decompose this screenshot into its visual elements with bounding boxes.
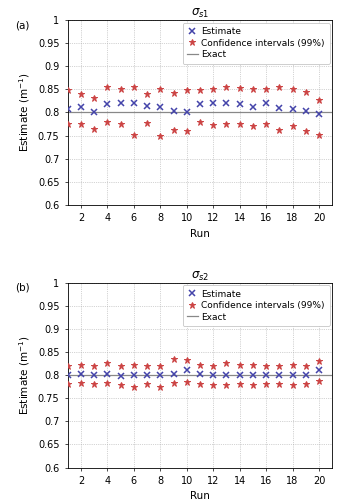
Estimate [158,104,162,110]
Confidence intervals (99%) [185,88,189,94]
Estimate [251,104,255,110]
Estimate [304,372,308,378]
Confidence intervals (99%) [105,360,109,366]
Confidence intervals (99%) [251,86,255,92]
Title: $\sigma_{s2}$: $\sigma_{s2}$ [191,270,209,282]
Confidence intervals (99%) [145,363,149,369]
Estimate [132,372,136,378]
Estimate [105,101,109,107]
Confidence intervals (99%) [224,360,228,366]
Text: (a): (a) [15,20,29,30]
Legend: Estimate, Confidence intervals (99%), Exact: Estimate, Confidence intervals (99%), Ex… [182,286,330,326]
Confidence intervals (99%) [291,86,295,92]
Confidence intervals (99%) [158,363,162,369]
Confidence intervals (99%) [158,86,162,92]
Confidence intervals (99%) [264,363,268,369]
Estimate [238,372,242,378]
X-axis label: Run: Run [190,229,210,239]
Estimate [304,108,308,114]
X-axis label: Run: Run [190,492,210,500]
Confidence intervals (99%) [172,356,176,362]
Estimate [264,372,268,378]
Confidence intervals (99%) [119,363,123,369]
Confidence intervals (99%) [277,84,281,90]
Confidence intervals (99%) [132,84,136,90]
Confidence intervals (99%) [92,363,96,369]
Estimate [66,106,70,112]
Estimate [277,105,281,111]
Estimate [211,100,215,106]
Estimate [198,101,202,107]
Estimate [198,370,202,376]
Confidence intervals (99%) [291,362,295,368]
Confidence intervals (99%) [224,84,228,90]
Estimate [251,372,255,378]
Legend: Estimate, Confidence intervals (99%), Exact: Estimate, Confidence intervals (99%), Ex… [182,22,330,64]
Confidence intervals (99%) [66,88,70,94]
Estimate [119,373,123,379]
Line: Confidence intervals (99%): Confidence intervals (99%) [65,356,322,369]
Line: Estimate: Estimate [65,368,322,379]
Line: Estimate: Estimate [65,100,322,117]
Confidence intervals (99%) [211,363,215,369]
Estimate [185,368,189,374]
Confidence intervals (99%) [105,84,109,90]
Line: Confidence intervals (99%): Confidence intervals (99%) [65,84,322,102]
Estimate [79,104,83,110]
Confidence intervals (99%) [304,88,308,94]
Estimate [211,372,215,378]
Estimate [291,372,295,378]
Estimate [66,372,70,378]
Confidence intervals (99%) [145,91,149,97]
Confidence intervals (99%) [198,88,202,94]
Estimate [238,101,242,107]
Confidence intervals (99%) [119,86,123,92]
Confidence intervals (99%) [132,362,136,368]
Estimate [132,100,136,106]
Y-axis label: Estimate (m$^{-1}$): Estimate (m$^{-1}$) [18,72,32,152]
Estimate [224,372,228,378]
Y-axis label: Estimate (m$^{-1}$): Estimate (m$^{-1}$) [18,336,32,415]
Estimate [264,100,268,106]
Estimate [105,370,109,376]
Estimate [158,372,162,378]
Estimate [317,368,321,374]
Estimate [172,370,176,376]
Exact [66,110,70,116]
Confidence intervals (99%) [251,362,255,368]
Confidence intervals (99%) [304,363,308,369]
Confidence intervals (99%) [317,96,321,102]
Confidence intervals (99%) [185,357,189,363]
Text: (b): (b) [15,282,29,292]
Estimate [145,372,149,378]
Confidence intervals (99%) [79,91,83,97]
Estimate [317,112,321,117]
Estimate [79,370,83,376]
Estimate [185,108,189,114]
Estimate [92,372,96,378]
Exact [66,372,70,378]
Estimate [92,110,96,116]
Confidence intervals (99%) [277,363,281,369]
Estimate [291,106,295,112]
Estimate [145,104,149,110]
Confidence intervals (99%) [172,90,176,96]
Confidence intervals (99%) [92,94,96,100]
Confidence intervals (99%) [211,86,215,92]
Estimate [277,372,281,378]
Confidence intervals (99%) [66,363,70,369]
Exact [53,372,57,378]
Confidence intervals (99%) [317,358,321,364]
Confidence intervals (99%) [238,86,242,91]
Title: $\sigma_{s1}$: $\sigma_{s1}$ [191,7,209,20]
Exact [53,110,57,116]
Estimate [224,100,228,106]
Confidence intervals (99%) [264,86,268,92]
Confidence intervals (99%) [238,362,242,368]
Estimate [172,108,176,114]
Estimate [119,100,123,106]
Confidence intervals (99%) [198,362,202,368]
Confidence intervals (99%) [79,362,83,368]
